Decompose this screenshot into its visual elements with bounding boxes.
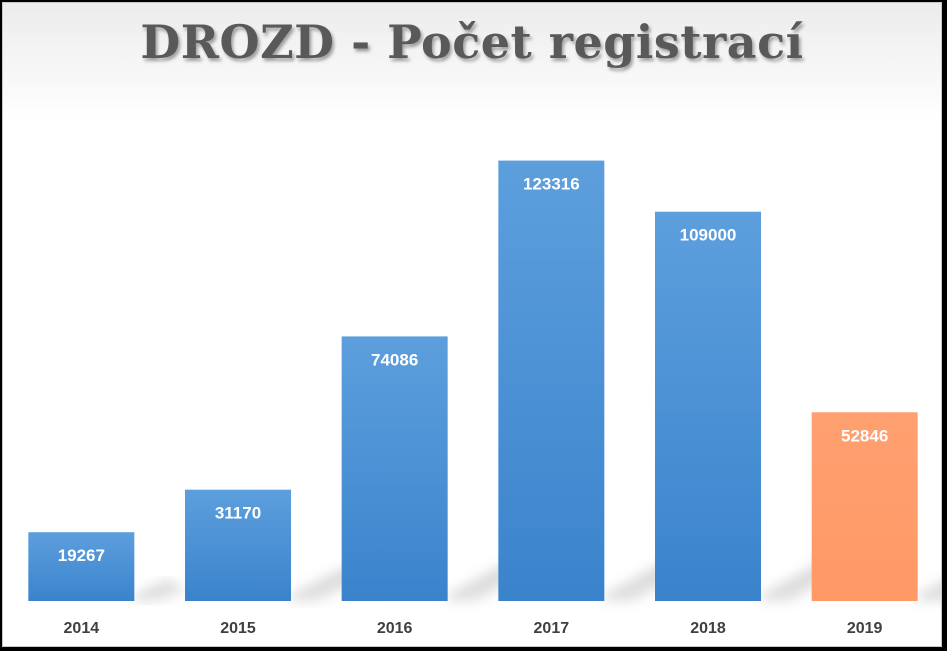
data-label-2018: 109000 [680, 226, 737, 245]
data-label-2016: 74086 [371, 350, 418, 369]
x-tick-label-2018: 2018 [690, 620, 726, 637]
bar-shadow-2019 [917, 582, 941, 601]
x-tick-label-2016: 2016 [377, 620, 413, 637]
bar-shadow-2014 [134, 580, 189, 601]
bar-2016 [341, 336, 448, 601]
chart-title: DROZD - Počet registrací [140, 15, 804, 69]
data-label-2017: 123316 [523, 175, 580, 194]
data-label-2019: 52846 [841, 426, 888, 445]
x-tick-label-2015: 2015 [220, 620, 256, 637]
bar-2015 [185, 489, 291, 601]
x-tick-label-2017: 2017 [534, 620, 570, 637]
x-tick-label-2019: 2019 [847, 620, 883, 637]
bar-chart: 19267 31170 74086 123316 109000 52846 2014 201… [28, 160, 941, 637]
bar-2017 [498, 160, 605, 602]
x-tick-label-2014: 2014 [64, 620, 100, 637]
data-label-2015: 31170 [215, 504, 261, 523]
bar-2014 [28, 532, 135, 601]
bar-2019 [811, 412, 918, 601]
bar-2018 [655, 211, 761, 601]
data-label-2014: 19267 [58, 546, 105, 565]
